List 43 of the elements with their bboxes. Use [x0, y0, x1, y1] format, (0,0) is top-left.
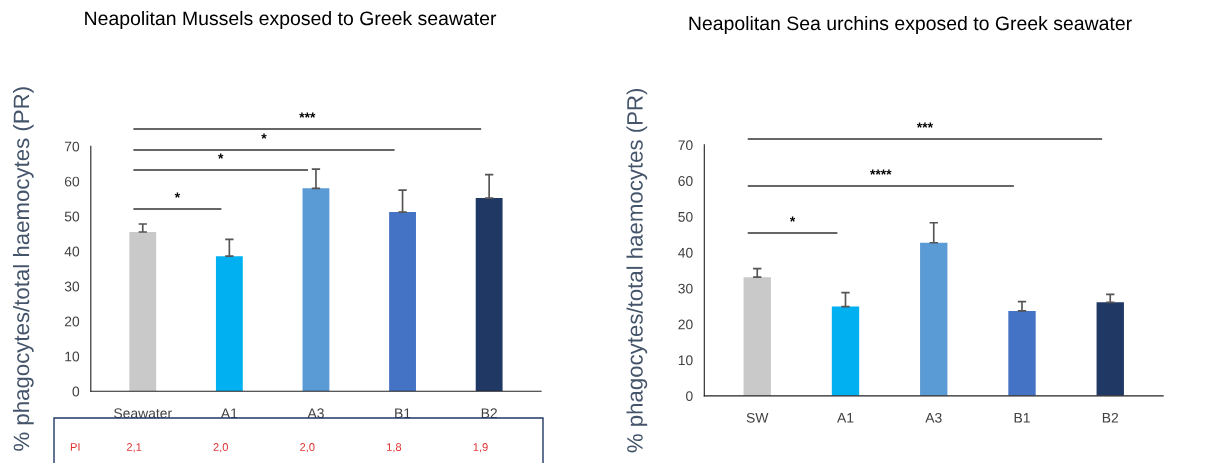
x-tick-label: B1 — [395, 408, 411, 418]
chart-title: Neapolitan Mussels exposed to Greek seawater — [85, 10, 497, 30]
x-tick-label: A1 — [220, 408, 238, 418]
y-axis-title: % phagocytes/total haemocytes (PR) — [626, 88, 648, 453]
y-axis-title: % phagocytes/total haemocytes (PR) — [12, 87, 34, 451]
annotation: * — [789, 216, 796, 222]
text: *** — [916, 122, 934, 128]
y-tick-label: 10 — [65, 351, 80, 362]
y-tick-label: 0 — [72, 386, 80, 397]
y-tick-label: 0 — [686, 391, 693, 402]
text: 2,0 — [300, 443, 315, 453]
y-tick-label: 50 — [678, 211, 693, 222]
x-tick-label: B1 — [1014, 413, 1030, 423]
text: 1,9 — [473, 443, 488, 453]
y-tick-label: 60 — [64, 176, 80, 187]
y-tick-label: 70 — [678, 140, 693, 151]
text: 2,0 — [213, 443, 228, 453]
y-tick-label: 70 — [64, 141, 80, 152]
y-tick-label: 20 — [64, 316, 80, 327]
x-tick-label: A3 — [307, 408, 324, 419]
x-tick-label: A3 — [925, 412, 942, 423]
chart-title: Neapolitan Sea urchins exposed to Greek seawater — [689, 15, 1132, 35]
x-tick-label: A1 — [837, 413, 854, 423]
y-tick-label: 30 — [64, 281, 80, 292]
x-tick-label: Seawater — [114, 408, 172, 419]
x-tick-label: B2 — [481, 408, 497, 418]
annotation: * — [174, 192, 181, 198]
annotation: * — [218, 153, 224, 159]
y-tick-label: 40 — [678, 247, 693, 258]
text: 2,1 — [126, 443, 142, 453]
text: *** — [299, 112, 316, 118]
y-tick-label: 30 — [678, 283, 693, 294]
x-tick-label: SW — [746, 412, 769, 423]
y-tick-label: 20 — [678, 319, 693, 330]
x-tick-label: B2 — [1102, 412, 1119, 423]
y-tick-label: 10 — [678, 355, 693, 366]
y-tick-label: 50 — [64, 211, 80, 222]
text: PI — [70, 443, 80, 451]
text: 1,8 — [387, 443, 402, 453]
text: * — [261, 133, 267, 139]
annotation: **** — [870, 169, 892, 175]
y-tick-label: 40 — [64, 246, 80, 257]
y-tick-label: 60 — [678, 176, 693, 186]
